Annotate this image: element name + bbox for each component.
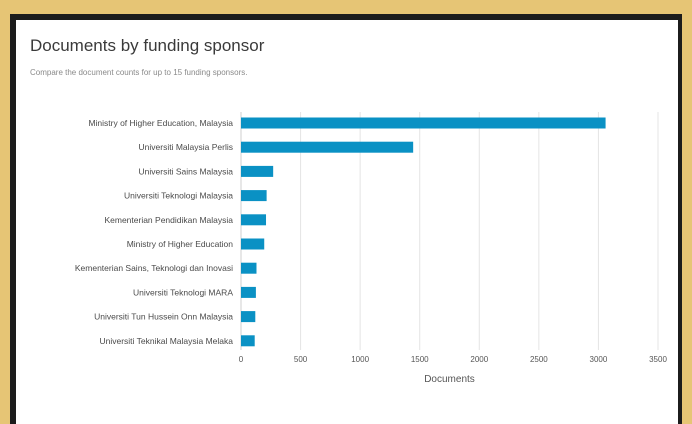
chart-subtitle: Compare the document counts for up to 15… [30, 68, 248, 77]
chart-card: Documents by funding sponsor Compare the… [16, 20, 678, 424]
x-tick-label: 3500 [649, 355, 667, 364]
x-tick-label: 0 [239, 355, 244, 364]
category-label: Universiti Sains Malaysia [139, 166, 234, 176]
bar [241, 165, 274, 177]
x-tick-label: 3000 [590, 355, 608, 364]
x-tick-label: 500 [294, 355, 308, 364]
bar [241, 311, 256, 323]
category-label: Kementerian Pendidikan Malaysia [104, 215, 233, 225]
bar [241, 190, 267, 202]
bar [241, 286, 256, 298]
x-axis-title: Documents [424, 374, 475, 385]
x-tick-label: 2500 [530, 355, 548, 364]
x-tick-label: 2000 [470, 355, 488, 364]
bar-chart: 0 500 1000 1500 2000 2500 3000 3500 Ministry of … [75, 112, 667, 385]
category-label: Ministry of Higher Education [127, 239, 234, 249]
category-label: Universiti Teknologi MARA [133, 287, 233, 297]
x-tick-label: 1500 [411, 355, 429, 364]
bar [241, 262, 257, 274]
category-label: Kementerian Sains, Teknologi dan Inovasi [75, 263, 233, 273]
x-tick-label: 1000 [351, 355, 369, 364]
category-label: Universiti Teknikal Malaysia Melaka [99, 336, 233, 346]
bar [241, 117, 606, 129]
category-label: Ministry of Higher Education, Malaysia [88, 118, 233, 128]
bar [241, 238, 265, 250]
bar [241, 214, 267, 226]
bar [241, 335, 255, 347]
category-label: Universiti Malaysia Perlis [139, 142, 233, 152]
category-label: Universiti Teknologi Malaysia [124, 191, 233, 201]
chart-title: Documents by funding sponsor [30, 36, 265, 55]
category-label: Universiti Tun Hussein Onn Malaysia [94, 312, 233, 322]
bar [241, 141, 414, 153]
